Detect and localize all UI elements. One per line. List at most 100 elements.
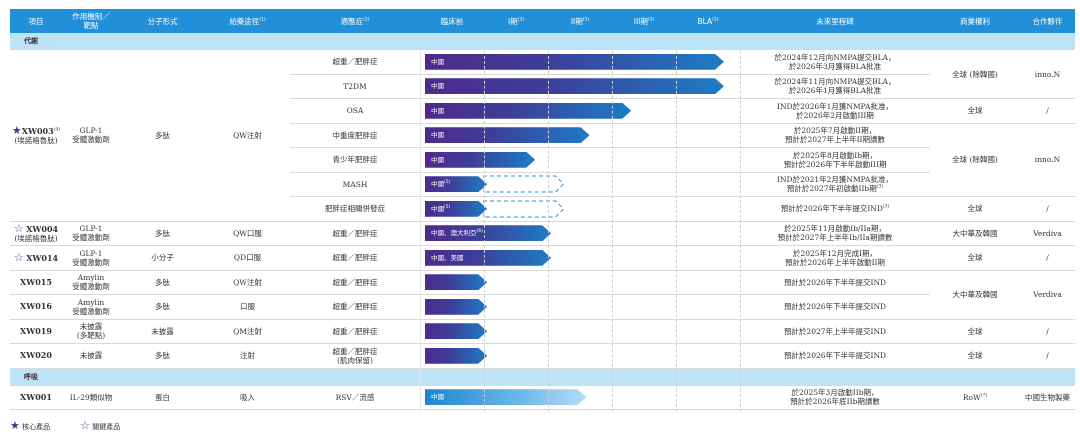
phase-3: III期(3) [612, 17, 676, 26]
milestone-line: 預計於2027年上半年Ib/IIa期讀數 [777, 233, 893, 243]
partner-cell: / [1020, 319, 1075, 344]
pipeline-table-wrapper: 項目 作用機制／靶點 分子形式 給藥途徑(1) 適應症(2) 臨床前 I期(3)… [10, 9, 1075, 412]
route: 吸入 [240, 392, 255, 402]
partner: / [1046, 253, 1049, 263]
indication: 超重／肥胖症 [332, 326, 378, 336]
rights: 大中華及韓國 [952, 290, 998, 299]
partner: / [1046, 326, 1049, 336]
table-row: ☆ XW014 GLP-1 受體激動劑 小分子 QD口服 超重／肥胖症 中國、美國 於2025… [10, 245, 1075, 271]
partner: 中國生物製藥 [1025, 392, 1070, 402]
indication: (肌肉保留) [337, 355, 373, 365]
rights-cell: 全球 [930, 343, 1020, 369]
col-milestone: 未來里程碑 [740, 9, 930, 33]
milestone-cell: 預計於2026年下半年提交IND(3) [740, 196, 930, 222]
mechanism: 受體激動劑 [72, 257, 110, 267]
rights: 大中華及韓國 [952, 228, 998, 238]
mechanism-cell: 未披露 (多靶點) [62, 319, 120, 344]
planned-progress-outline [483, 175, 565, 193]
indication-cell: MASH [290, 172, 420, 197]
milestone-cell: IND於2026年1月獲NMPA批准， 於2026年2月啟動III期 [740, 98, 930, 124]
progress-bar: 中國 [425, 389, 586, 405]
legend-core-label: 核心產品 [22, 423, 51, 431]
route-cell: QD口服 [205, 245, 290, 271]
project-name: XW019 [20, 325, 52, 336]
rights-cell: RoW(7) [930, 385, 1020, 410]
partner: Verdiva [1033, 228, 1062, 238]
region-label: 中國 [431, 82, 444, 91]
project-name: XW016 [20, 301, 52, 312]
table-row: XW019 未披露 (多靶點) 未披露 QM注射 超重／肥胖症 預計於2027年上半年提交I… [10, 319, 1075, 344]
progress-bar: 中國(5) [425, 176, 487, 192]
progress-bar: 中國、美國 [425, 250, 551, 266]
partner-cell: / [1020, 98, 1075, 124]
indication: 超重／肥胖症 [332, 253, 378, 263]
mechanism: 未披露 [79, 351, 103, 361]
planned-outline-shape [483, 175, 565, 193]
table-row: XW001 IL-29類似物 蛋白 吸入 RSV／流感 中國 於2025年3月啟動IIb期，… [10, 385, 1075, 410]
route-cell: 注射 [205, 343, 290, 369]
planned-outline-shape [483, 200, 565, 218]
milestone-line: 預計於2026年上半年啟動II期 [784, 257, 885, 267]
rights: 全球 [967, 253, 983, 263]
partner: / [1046, 106, 1049, 116]
milestone-cell: 於2024年12月向NMPA提交BLA， 於2026年3月獲得BLA批准 [740, 50, 930, 75]
progress-bar: 中國 [425, 103, 631, 119]
partner-cell: 中國生物製藥 [1020, 385, 1075, 410]
mechanism: Amylin [77, 297, 105, 307]
progress-bar [425, 274, 487, 290]
partner-cell: inno.N [1020, 50, 1075, 99]
indication: RSV／流感 [335, 392, 375, 402]
phase-progress-cell: 中國 [420, 385, 740, 410]
mechanism: (多靶點) [76, 331, 106, 341]
indication: MASH [342, 179, 368, 189]
mechanism-cell: GLP-1 受體激動劑 [62, 221, 120, 246]
table-row: ★XW003(4) (埃諾格魯肽) GLP-1 受體激動劑 多肽 QW注射 超重／肥胖症 中國… [10, 50, 1075, 222]
phase-progress-cell: 中國 [420, 74, 740, 99]
modality: 蛋白 [155, 392, 170, 402]
project-name: XW014 [26, 252, 59, 263]
milestone-line: 於2024年11月向NMPA提交BLA， [774, 77, 896, 87]
indication-cell: 超重／肥胖症 [290, 319, 420, 344]
footnote: (2) [363, 17, 370, 22]
indication: 肥胖症相關併發症 [325, 204, 385, 214]
milestone-line: 於2025年3月啟動IIb期， [791, 388, 879, 398]
rights-cell: 全球 [930, 319, 1020, 344]
indication: 超重／肥胖症 [332, 277, 378, 287]
partner-cell: Verdiva [1020, 270, 1075, 320]
phase-1: I期(3) [484, 17, 548, 26]
phase-preclinical: 臨床前 [440, 16, 464, 26]
col-partner: 合作夥伴 [1020, 9, 1075, 33]
milestone-line: 預計於2027年初啟動IIb期 [786, 184, 877, 194]
modality-cell: 小分子 [120, 245, 205, 271]
route: 口服 [240, 302, 255, 312]
mechanism: GLP-1 [79, 126, 103, 136]
indication-cell: 中重度肥胖症 [290, 123, 420, 148]
outline-star-icon: ☆ [80, 419, 90, 432]
legend-key: ☆ 關鍵產品 [80, 419, 120, 432]
mechanism-cell: GLP-1 受體激動劑 [62, 50, 120, 222]
progress-bar: 中國 [425, 78, 724, 94]
phase-3-label: III期 [633, 16, 648, 26]
phase-progress-cell [420, 270, 740, 295]
modality: 多肽 [155, 302, 170, 312]
project-cell: ☆ XW004 (埃諾格魯肽) [10, 221, 62, 246]
region-label: 中國 [431, 155, 444, 164]
table-row: 中重度肥胖症 中國 於2025年7月啟動II期， 預計於2027年上半年II期讀數 全球… [10, 123, 1075, 197]
rights-cell: 全球 (除韓國) [930, 123, 1020, 197]
indication: 超重／肥胖症 [332, 346, 378, 356]
project-cell: XW019 [10, 319, 62, 344]
region-label: 中國、美國 [431, 253, 464, 262]
milestone-line: 預計於2026年下半年提交IND [783, 302, 887, 312]
milestone-line: 於2025年8月啟動Ib期， [792, 150, 878, 160]
milestone-line: 預計於2027年上半年提交IND [783, 326, 887, 336]
milestone-line: 於2024年12月向NMPA提交BLA， [774, 52, 896, 62]
milestone-cell: 於2025年8月啟動Ib期， 預計於2026年下半年啟動III期 [740, 147, 930, 173]
table-row: 肥胖症相關併發症 中國(5) 預計於2026年下半年提交IND(3) 全球 / [10, 196, 1075, 222]
route-cell: QW注射 [205, 270, 290, 295]
milestone-cell: 於2025年12月完成I期， 預計於2026年上半年啟動II期 [740, 245, 930, 271]
indication-label: 適應症 [340, 16, 364, 26]
rights-cell: 全球 (除韓國) [930, 50, 1020, 99]
phase-divider [548, 51, 549, 412]
indication: 超重／肥胖症 [332, 302, 378, 312]
indication: 中重度肥胖症 [332, 130, 378, 140]
